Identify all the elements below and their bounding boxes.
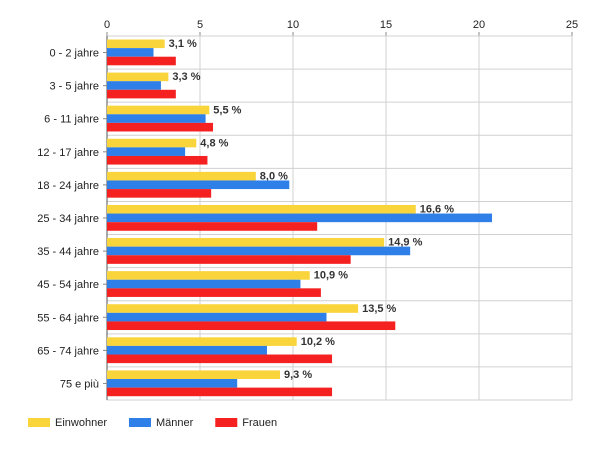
bar-m-nner xyxy=(107,246,411,256)
y-tick-label: 6 - 11 jahre xyxy=(44,114,99,126)
bar-frauen xyxy=(107,354,333,364)
data-label: 10,2 % xyxy=(301,336,335,348)
bar-m-nner xyxy=(107,180,290,190)
data-label: 14,9 % xyxy=(388,237,422,249)
y-tick-label: 35 - 44 jahre xyxy=(37,246,99,258)
bar-einwohner xyxy=(107,138,197,148)
bar-frauen xyxy=(107,189,212,198)
data-label: 8,0 % xyxy=(260,170,288,182)
y-tick-label: 45 - 54 jahre xyxy=(37,279,99,291)
y-tick-label: 12 - 17 jahre xyxy=(37,147,99,159)
bar-einwohner xyxy=(107,370,280,380)
data-label: 13,5 % xyxy=(362,303,396,315)
data-label: 5,5 % xyxy=(213,104,241,116)
bar-einwohner xyxy=(107,238,385,247)
y-tick-label: 25 - 34 jahre xyxy=(37,213,99,225)
bar-einwohner xyxy=(107,105,210,115)
y-tick-label: 3 - 5 jahre xyxy=(49,81,99,93)
data-label: 3,3 % xyxy=(172,71,200,83)
y-tick-label: 55 - 64 jahre xyxy=(37,312,99,324)
bar-m-nner xyxy=(107,379,238,388)
x-tick-label: 20 xyxy=(473,19,485,31)
y-tick-label: 75 e più xyxy=(60,378,99,390)
bar-frauen xyxy=(107,222,318,231)
data-label: 10,9 % xyxy=(314,270,348,282)
y-tick-label: 18 - 24 jahre xyxy=(37,180,99,192)
bar-m-nner xyxy=(107,114,206,123)
bar-einwohner xyxy=(107,72,169,82)
bar-frauen xyxy=(107,155,208,165)
bar-m-nner xyxy=(107,48,154,57)
y-tick-label: 0 - 2 jahre xyxy=(49,48,99,60)
x-tick-label: 15 xyxy=(380,19,392,31)
bar-frauen xyxy=(107,255,351,264)
data-label: 9,3 % xyxy=(284,369,312,381)
bar-m-nner xyxy=(107,312,327,322)
legend-swatch xyxy=(28,418,50,427)
data-label: 4,8 % xyxy=(200,137,228,149)
bar-frauen xyxy=(107,321,396,331)
x-tick-label: 0 xyxy=(104,19,110,31)
legend-label: Männer xyxy=(156,417,194,429)
bar-einwohner xyxy=(107,337,297,346)
bar-frauen xyxy=(107,288,321,297)
x-tick-label: 25 xyxy=(566,19,578,31)
bar-m-nner xyxy=(107,345,267,355)
bar-frauen xyxy=(107,387,333,397)
legend-swatch xyxy=(215,418,238,427)
legend-label: Einwohner xyxy=(55,417,107,429)
bar-frauen xyxy=(107,89,176,99)
x-tick-label: 10 xyxy=(287,19,299,31)
bar-frauen xyxy=(107,56,176,66)
legend-label: Frauen xyxy=(242,417,277,429)
data-label: 16,6 % xyxy=(420,204,454,216)
y-tick-label: 65 - 74 jahre xyxy=(37,345,99,357)
bar-einwohner xyxy=(107,271,310,280)
legend-swatch xyxy=(128,418,151,427)
bar-m-nner xyxy=(107,213,493,223)
data-label: 3,1 % xyxy=(169,38,197,50)
bar-einwohner xyxy=(107,171,256,181)
x-tick-label: 5 xyxy=(197,19,203,31)
bar-einwohner xyxy=(107,204,416,214)
bar-m-nner xyxy=(107,81,161,90)
bar-einwohner xyxy=(107,304,359,313)
bar-m-nner xyxy=(107,147,186,156)
bar-m-nner xyxy=(107,279,301,289)
bar-frauen xyxy=(107,122,214,132)
bar-einwohner xyxy=(107,39,165,49)
